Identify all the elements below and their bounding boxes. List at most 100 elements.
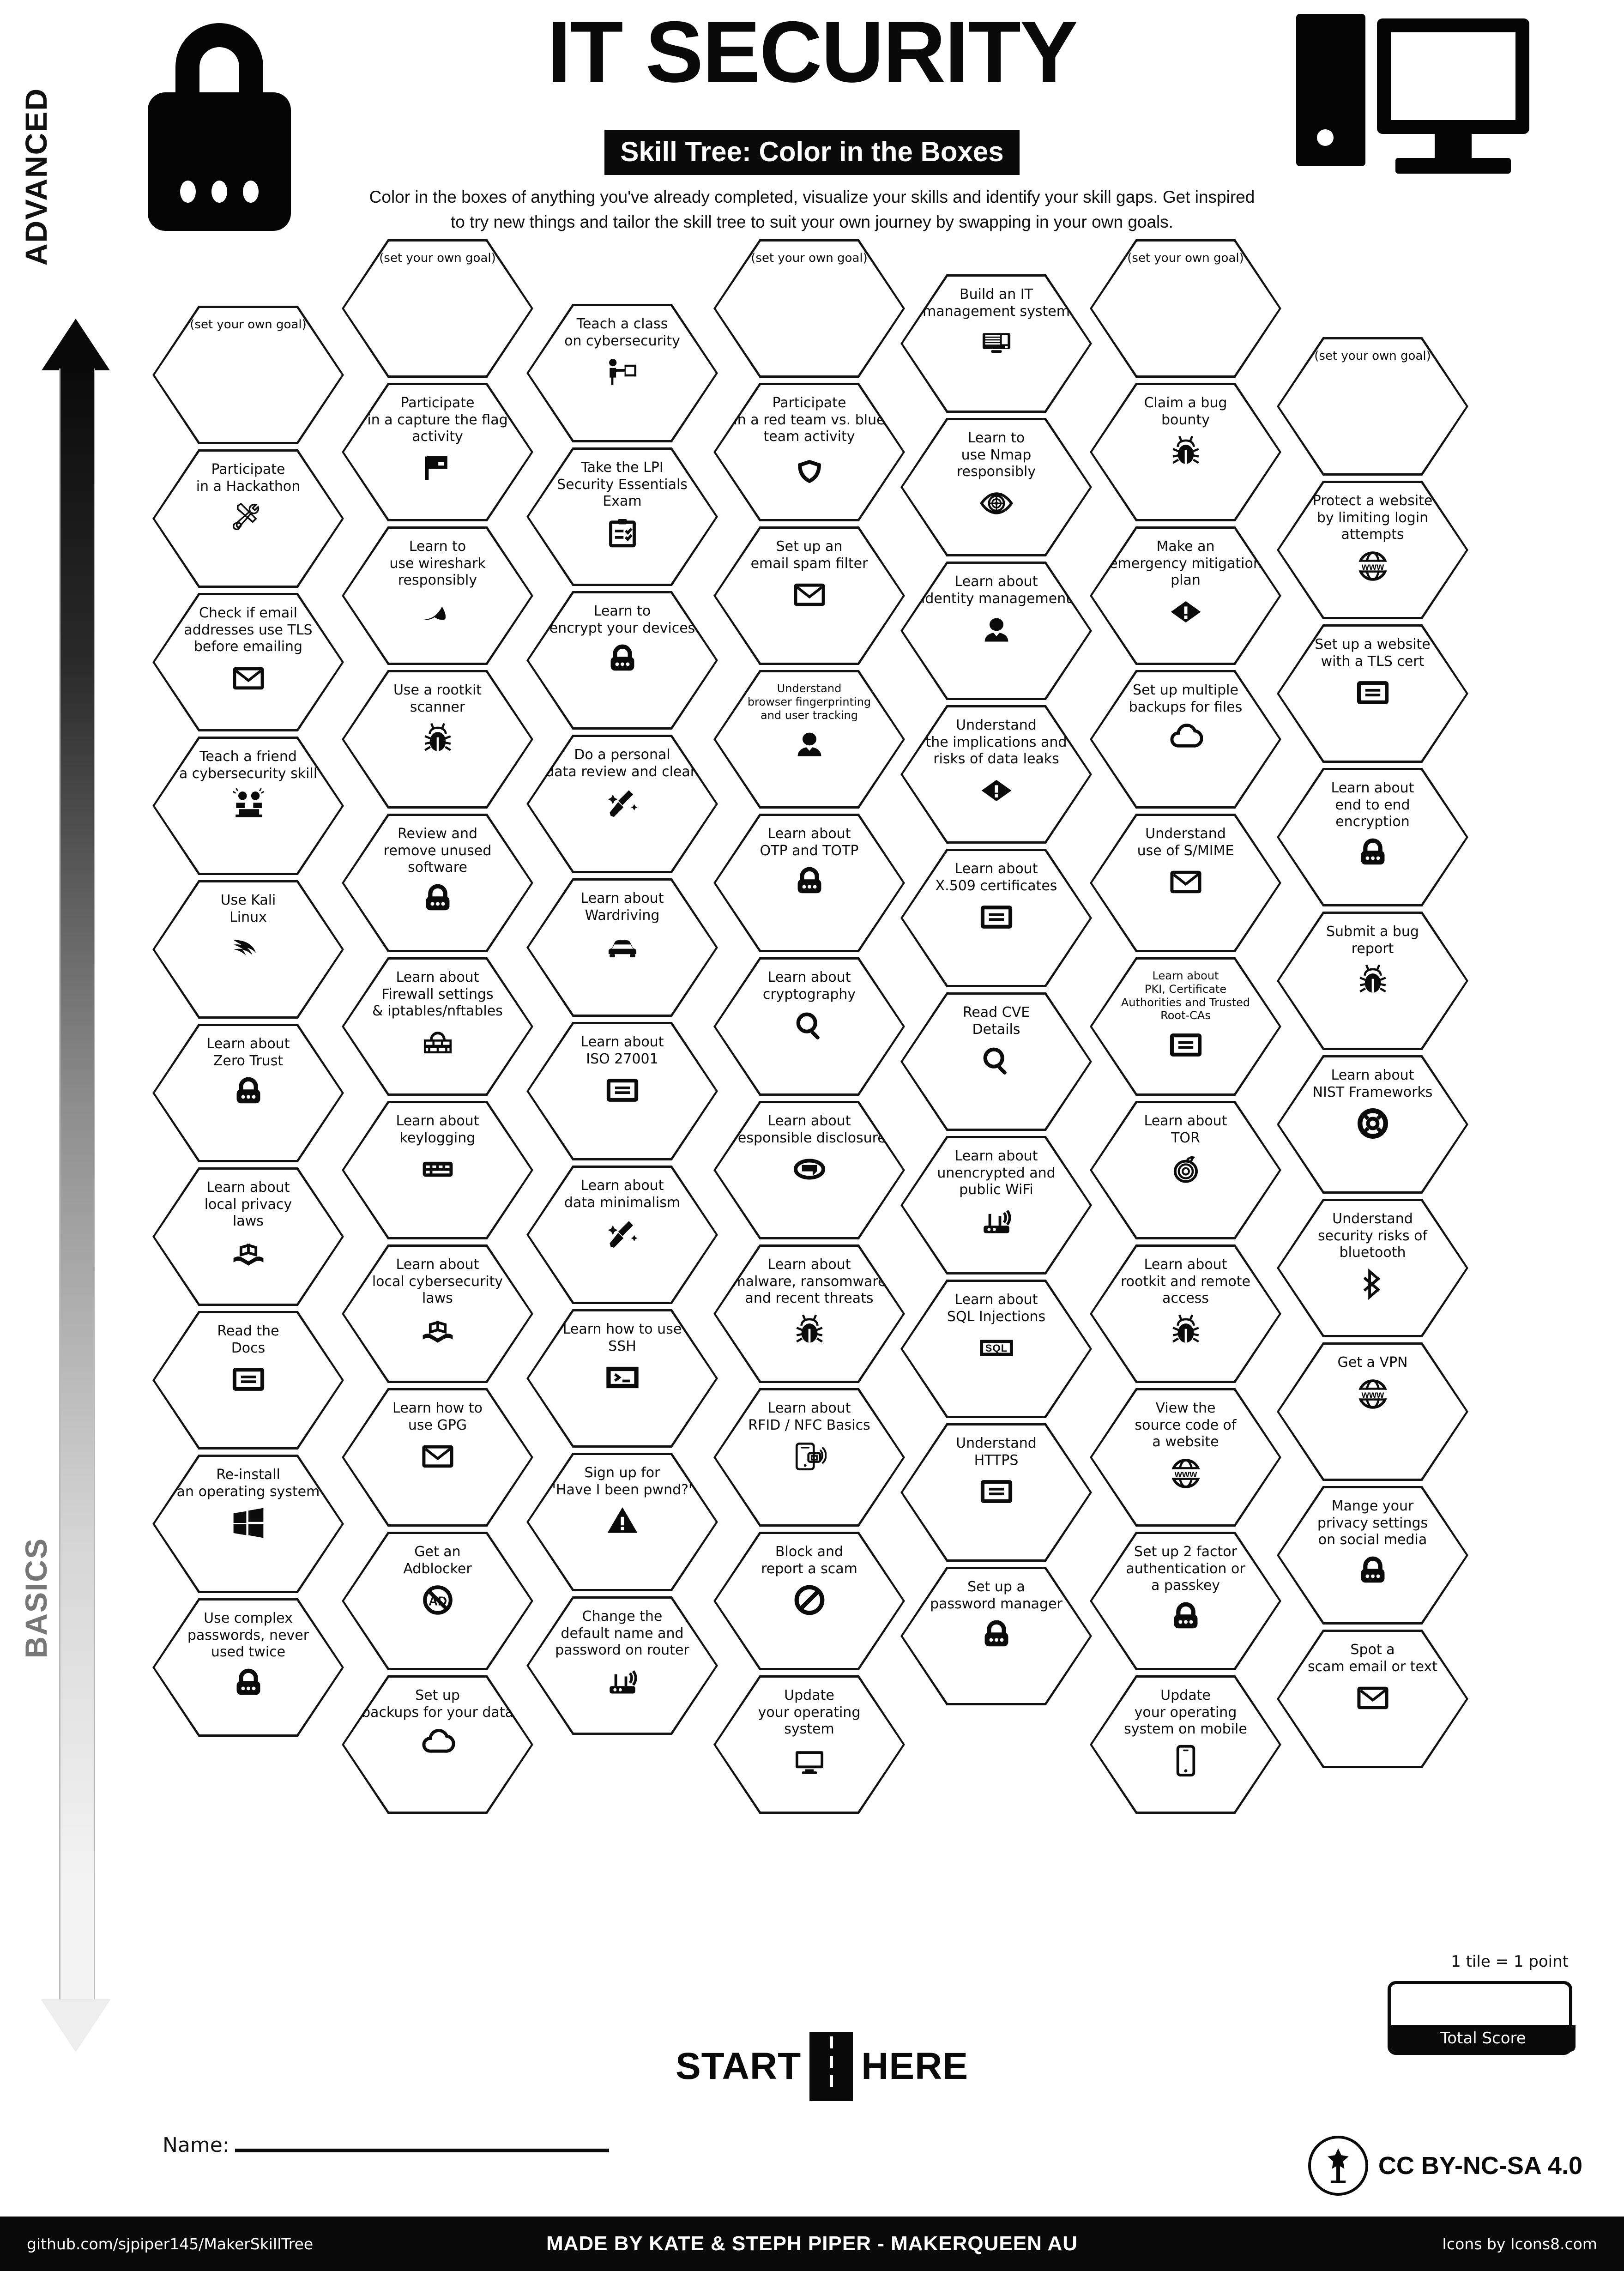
clipboard-check-icon bbox=[605, 516, 640, 550]
svg-text:AD: AD bbox=[428, 1594, 447, 1608]
skill-tile[interactable]: Understand the implications and risks of… bbox=[900, 705, 1092, 844]
skill-tile[interactable]: Learn to use Nmap responsibly bbox=[900, 418, 1092, 556]
cloud-icon bbox=[421, 1727, 455, 1761]
skill-tile[interactable]: Build an IT management system bbox=[900, 274, 1092, 413]
skill-tile-content: Get a VPN www bbox=[1277, 1354, 1468, 1411]
skill-tile[interactable]: Mange your privacy settings on social me… bbox=[1277, 1486, 1468, 1625]
skill-tile[interactable]: Review and remove unused software bbox=[342, 814, 533, 952]
skill-tile[interactable]: Block and report a scam bbox=[713, 1532, 905, 1670]
skill-tile[interactable]: Set up an email spam filter bbox=[713, 526, 905, 665]
skill-tile[interactable]: Set up a password manager bbox=[900, 1567, 1092, 1705]
skill-tile[interactable]: Set up 2 factor authentication or a pass… bbox=[1090, 1532, 1281, 1670]
hex-fill bbox=[344, 242, 531, 375]
skill-tile[interactable]: Learn about cryptography bbox=[713, 957, 905, 1096]
skill-tile[interactable]: Learn about ISO 27001 bbox=[526, 1022, 718, 1160]
skill-tile[interactable]: Learn about SQL Injections SQL bbox=[900, 1280, 1092, 1418]
skill-tile[interactable]: Re-install an operating system bbox=[152, 1455, 344, 1593]
skill-tile[interactable]: Do a personal data review and clean bbox=[526, 735, 718, 873]
skill-tile[interactable]: Check if email addresses use TLS before … bbox=[152, 593, 344, 731]
skill-tile[interactable]: Learn about malware, ransomware and rece… bbox=[713, 1244, 905, 1383]
skill-tile[interactable]: Participate in a capture the flag activi… bbox=[342, 383, 533, 521]
license-text: CC BY-NC-SA 4.0 bbox=[1378, 2152, 1582, 2180]
svg-text:www: www bbox=[1361, 1389, 1384, 1400]
skill-tile[interactable]: Update your operating system on mobile bbox=[1090, 1675, 1281, 1814]
skill-tile[interactable]: Learn about data minimalism bbox=[526, 1166, 718, 1304]
difficulty-axis bbox=[33, 319, 121, 2078]
skill-tile[interactable]: Participate in a red team vs. blue team … bbox=[713, 383, 905, 521]
skill-tile[interactable]: Teach a friend a cybersecurity skill bbox=[152, 737, 344, 875]
skill-tile[interactable]: Learn about identity management bbox=[900, 562, 1092, 700]
skill-tile-content: Set up a password manager bbox=[900, 1579, 1092, 1652]
skill-tile[interactable]: Teach a class on cybersecurity bbox=[526, 304, 718, 442]
hex-fill bbox=[155, 1313, 342, 1447]
skill-tile[interactable]: Learn about Wardriving bbox=[526, 878, 718, 1017]
skill-tile[interactable]: Protect a website by limiting login atte… bbox=[1277, 481, 1468, 619]
skill-tile[interactable]: Learn about end to end encryption bbox=[1277, 768, 1468, 906]
skill-tile[interactable]: Submit a bug report bbox=[1277, 912, 1468, 1050]
skill-tile[interactable]: Learn about Firewall settings & iptables… bbox=[342, 957, 533, 1096]
skill-tile[interactable]: Learn about responsible disclosure bbox=[713, 1101, 905, 1239]
skill-tile[interactable]: Change the default name and password on … bbox=[526, 1596, 718, 1735]
skill-tile[interactable]: Update your operating system bbox=[713, 1675, 905, 1814]
hex-fill bbox=[1092, 1390, 1279, 1524]
skill-tile[interactable]: Learn about OTP and TOTP bbox=[713, 814, 905, 952]
name-write-line[interactable] bbox=[235, 2149, 609, 2152]
skill-tile[interactable]: Learn about NIST Frameworks bbox=[1277, 1055, 1468, 1194]
skill-tile[interactable]: Sign up for 'Have I been pwnd?' bbox=[526, 1453, 718, 1591]
skill-tile[interactable]: Use a rootkit scanner bbox=[342, 670, 533, 809]
skill-tile[interactable]: Use Kali Linux bbox=[152, 880, 344, 1019]
skill-tile[interactable]: Learn about X.509 certificates bbox=[900, 849, 1092, 987]
skill-tile[interactable]: Claim a bug bounty bbox=[1090, 383, 1281, 521]
skill-tile-label: Participate in a red team vs. blue team … bbox=[733, 395, 885, 445]
skill-tile[interactable]: Use complex passwords, never used twice bbox=[152, 1598, 344, 1737]
skill-tile-label: Check if email addresses use TLS before … bbox=[184, 605, 313, 655]
skill-tile[interactable]: Learn about unencrypted and public WiFi bbox=[900, 1136, 1092, 1274]
skill-tile[interactable]: Understand use of S/MIME bbox=[1090, 814, 1281, 952]
skill-tile[interactable]: (set your own goal) bbox=[342, 239, 533, 378]
skill-tile[interactable]: Get a VPN www bbox=[1277, 1342, 1468, 1481]
skill-tile-label: Learn about end to end encryption bbox=[1331, 780, 1414, 830]
skill-tile[interactable]: Read the Docs bbox=[152, 1311, 344, 1450]
skill-tile[interactable]: Take the LPI Security Essentials Exam bbox=[526, 447, 718, 586]
skill-tile-content: Learn about identity management bbox=[900, 574, 1092, 647]
skill-tile[interactable]: Set up a website with a TLS cert bbox=[1277, 624, 1468, 763]
skill-tile[interactable]: (set your own goal) bbox=[1090, 239, 1281, 378]
skill-tile[interactable]: Learn to use wireshark responsibly bbox=[342, 526, 533, 665]
skill-tile[interactable]: Learn about local cybersecurity laws bbox=[342, 1244, 533, 1383]
skill-tile[interactable]: (set your own goal) bbox=[1277, 337, 1468, 476]
skill-tile[interactable]: Understand security risks of bluetooth bbox=[1277, 1199, 1468, 1337]
name-field[interactable]: Name: bbox=[163, 2133, 609, 2157]
skill-tile-label: Learn about identity management bbox=[921, 574, 1071, 607]
skill-tile[interactable]: Read CVE Details bbox=[900, 992, 1092, 1131]
skill-tile[interactable]: Learn about Zero Trust bbox=[152, 1024, 344, 1162]
footer-github-link[interactable]: github.com/sjpiper145/MakerSkillTree bbox=[27, 2235, 314, 2253]
skill-tile[interactable]: Set up multiple backups for files bbox=[1090, 670, 1281, 809]
skill-tile[interactable]: (set your own goal) bbox=[152, 306, 344, 444]
total-score-input[interactable]: Total Score bbox=[1388, 1981, 1576, 2055]
skill-tile[interactable]: Understand HTTPS bbox=[900, 1423, 1092, 1562]
skill-tile[interactable]: Learn about TOR bbox=[1090, 1101, 1281, 1239]
skill-tile[interactable]: Spot a scam email or text bbox=[1277, 1630, 1468, 1768]
skill-tile[interactable]: Learn about keylogging bbox=[342, 1101, 533, 1239]
skill-tile[interactable]: Learn about PKI, Certificate Authorities… bbox=[1090, 957, 1281, 1096]
padlock-logo-icon bbox=[139, 9, 300, 231]
skill-tile[interactable]: Get an Adblocker AD bbox=[342, 1532, 533, 1670]
skill-tile[interactable]: Learn about RFID / NFC Basics bbox=[713, 1388, 905, 1527]
skill-tile[interactable]: Participate in a Hackathon bbox=[152, 449, 344, 588]
footer-icons-credit[interactable]: Icons by Icons8.com bbox=[1442, 2235, 1597, 2253]
skill-tile[interactable]: View the source code of a website www bbox=[1090, 1388, 1281, 1527]
skill-tile[interactable]: Learn about rootkit and remote access bbox=[1090, 1244, 1281, 1383]
hex-fill bbox=[1279, 627, 1466, 761]
skill-tile[interactable]: (set your own goal) bbox=[713, 239, 905, 378]
skill-tile-content: Learn about Firewall settings & iptables… bbox=[342, 969, 533, 1060]
skill-tile[interactable]: Learn to encrypt your devices bbox=[526, 591, 718, 730]
skill-tile-label: Learn about keylogging bbox=[396, 1113, 479, 1146]
skill-tile[interactable]: Learn how to use SSH bbox=[526, 1309, 718, 1448]
skill-tile[interactable]: Set up backups for your data bbox=[342, 1675, 533, 1814]
skill-tile-content: Learn about TOR bbox=[1090, 1113, 1281, 1186]
skill-tile[interactable]: Learn about local privacy laws bbox=[152, 1167, 344, 1306]
skill-tile[interactable]: Make an emergency mitigation plan bbox=[1090, 526, 1281, 665]
skill-tile-content: Learn about NIST Frameworks bbox=[1277, 1067, 1468, 1141]
skill-tile[interactable]: Understand browser fingerprinting and us… bbox=[713, 670, 905, 809]
skill-tile[interactable]: Learn how to use GPG bbox=[342, 1388, 533, 1527]
